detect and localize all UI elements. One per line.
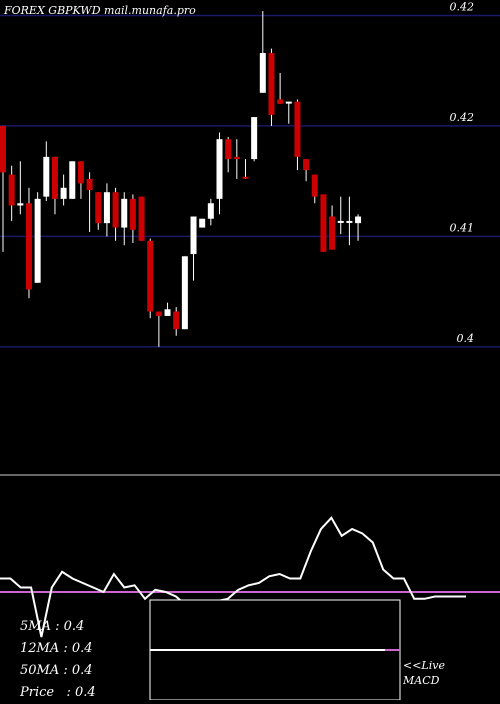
chart-title: FOREX GBPKWD mail.munafa.pro [4, 4, 196, 17]
y-tick-label-1: 0.42 [450, 111, 475, 124]
candle-body-32 [277, 99, 284, 104]
candle-body-12 [103, 192, 110, 224]
candle-body-2 [17, 203, 24, 206]
candle-body-30 [259, 53, 266, 93]
candle-body-28 [242, 176, 249, 179]
candle-body-13 [112, 192, 119, 228]
candle-body-34 [294, 101, 301, 157]
price-axis-labels: 0.42 0.42 0.41 0.4 [450, 0, 475, 344]
candle-body-1 [8, 174, 15, 206]
macd-panel [0, 516, 500, 638]
candle-body-31 [268, 53, 275, 115]
candle-body-11 [95, 192, 102, 224]
candle-body-20 [173, 311, 180, 330]
candle-body-27 [233, 156, 240, 160]
candle-body-6 [51, 156, 58, 199]
candle-body-26 [225, 139, 232, 160]
candle-body-3 [25, 203, 32, 290]
ma-row-5: 5MA : 0.4 [20, 619, 85, 634]
candle-body-19 [164, 309, 171, 316]
y-tick-label-2: 0.41 [450, 221, 475, 234]
live-label[interactable]: <<Live [403, 659, 445, 672]
ma-row-12: 12MA : 0.4 [20, 641, 93, 656]
candle-body-10 [86, 178, 93, 190]
candle-body-33 [285, 101, 292, 104]
candle-body-35 [303, 159, 310, 171]
candle-body-25 [216, 139, 223, 199]
candle-body-22 [190, 216, 197, 255]
candle-body-38 [329, 216, 336, 250]
candle-body-29 [251, 117, 258, 160]
candle-body-23 [199, 218, 206, 228]
price-gridlines [0, 14, 500, 348]
candle-body-9 [77, 161, 84, 184]
candle-body-7 [60, 187, 67, 199]
candle-body-37 [320, 194, 327, 252]
candle-body-39 [337, 220, 344, 223]
moving-average-readout: 5MA : 0.4 12MA : 0.4 50MA : 0.4 Price : … [20, 616, 96, 704]
candle-body-4 [34, 198, 41, 283]
candle-body-36 [311, 174, 318, 197]
y-tick-label-0: 0.42 [450, 0, 475, 13]
candle-body-18 [155, 311, 162, 316]
live-macd-label[interactable]: <<Live MACD [403, 658, 445, 688]
candle-body-41 [355, 216, 362, 224]
ma-row-50: 50MA : 0.4 [20, 663, 93, 678]
candlestick-series [0, 11, 362, 347]
candle-body-15 [129, 198, 136, 230]
candle-body-14 [121, 198, 128, 228]
y-tick-label-3: 0.4 [457, 332, 475, 345]
candle-body-24 [207, 203, 214, 219]
candle-body-5 [43, 156, 50, 197]
candle-body-40 [346, 220, 353, 223]
price-row: Price : 0.4 [20, 685, 96, 700]
candle-body-16 [138, 196, 145, 241]
candle-body-8 [69, 161, 76, 199]
candle-body-17 [147, 240, 154, 312]
macd-label: MACD [403, 674, 440, 687]
candle-body-21 [181, 256, 188, 330]
candle-body-0 [0, 125, 6, 173]
macd-line [0, 516, 466, 638]
